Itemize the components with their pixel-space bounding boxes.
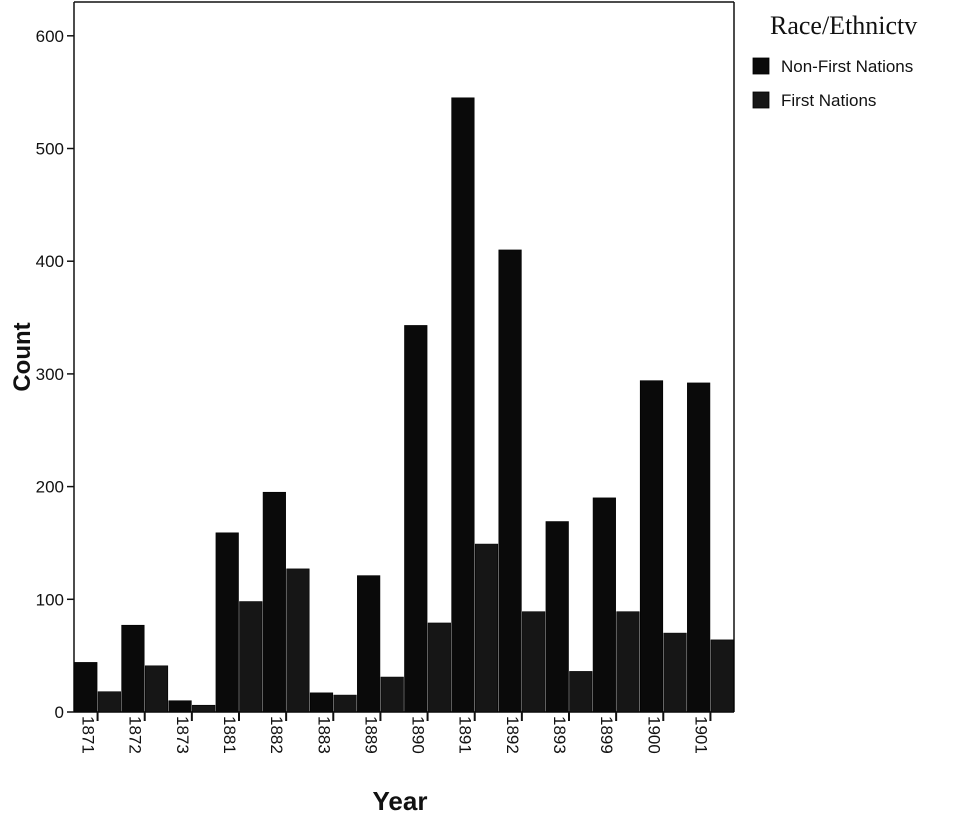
x-tick-label: 1892 — [503, 716, 522, 754]
x-tick-label: 1901 — [691, 716, 710, 754]
bar-first-nations-1881 — [239, 601, 263, 713]
x-tick-label: 1871 — [79, 716, 98, 754]
bar-first-nations-1883 — [333, 694, 357, 713]
bar-non-first-nations-1892 — [498, 249, 522, 713]
x-tick-label: 1890 — [409, 716, 428, 754]
x-tick-label: 1881 — [220, 716, 239, 754]
bar-first-nations-1901 — [710, 639, 734, 713]
y-tick-label: 500 — [36, 140, 64, 159]
x-tick-label: 1882 — [267, 716, 286, 754]
y-tick-label: 200 — [36, 478, 64, 497]
bar-first-nations-1899 — [616, 611, 640, 713]
bar-first-nations-1890 — [427, 622, 451, 713]
legend: Race/Ethnictv Non-First Nations First Nat… — [752, 11, 917, 110]
bar-non-first-nations-1889 — [357, 575, 381, 713]
bar-non-first-nations-1872 — [121, 624, 145, 713]
y-tick-label: 600 — [36, 27, 64, 46]
bar-first-nations-1871 — [97, 691, 121, 713]
legend-items: Non-First Nations First Nations — [752, 57, 913, 110]
bar-non-first-nations-1890 — [404, 325, 428, 713]
x-tick-label: 1899 — [597, 716, 616, 754]
y-tick-label: 300 — [36, 365, 64, 384]
bar-non-first-nations-1901 — [687, 382, 711, 713]
bar-first-nations-1882 — [286, 568, 310, 713]
x-tick-label: 1883 — [314, 716, 333, 754]
x-tick-label: 1893 — [550, 716, 569, 754]
legend-title: Race/Ethnictv — [770, 11, 917, 40]
bar-non-first-nations-1881 — [215, 532, 239, 713]
bar-non-first-nations-1900 — [639, 380, 664, 713]
bar-non-first-nations-1871 — [74, 662, 98, 713]
legend-label-non-first-nations: Non-First Nations — [781, 57, 913, 76]
x-tick-label: 1900 — [644, 716, 663, 754]
bar-non-first-nations-1893 — [545, 521, 569, 713]
bar-first-nations-1891 — [474, 543, 499, 713]
bar-non-first-nations-1873 — [168, 700, 192, 713]
bar-non-first-nations-1891 — [451, 97, 475, 713]
x-tick-label: 1891 — [456, 716, 475, 754]
y-tick-label: 400 — [36, 252, 64, 271]
bar-first-nations-1893 — [569, 671, 593, 713]
bar-first-nations-1889 — [380, 676, 404, 713]
bar-first-nations-1873 — [192, 704, 216, 713]
bar-first-nations-1892 — [522, 611, 546, 713]
x-axis-title: Year — [373, 786, 428, 816]
y-tick-label: 0 — [55, 703, 64, 722]
y-tick-label: 100 — [36, 590, 64, 609]
y-axis-ticks: 0 100 200 300 400 500 600 — [36, 27, 74, 722]
bar-first-nations-1900 — [663, 632, 687, 713]
bar-first-nations-1872 — [144, 665, 169, 713]
bar-non-first-nations-1899 — [592, 497, 616, 713]
bars — [74, 97, 734, 713]
x-tick-label: 1873 — [173, 716, 192, 754]
x-tick-label: 1872 — [126, 716, 145, 754]
x-tick-label: 1889 — [361, 716, 380, 754]
bar-non-first-nations-1882 — [262, 491, 286, 713]
legend-swatch-first-nations — [752, 91, 770, 109]
legend-swatch-non-first-nations — [752, 57, 770, 75]
x-axis-ticks: 1871 1872 1873 1881 1882 1883 1889 1890 1891 1892… — [79, 712, 712, 754]
plot-frame — [73, 1, 735, 713]
bar-non-first-nations-1883 — [309, 692, 334, 713]
y-axis-title: Count — [9, 322, 36, 391]
legend-label-first-nations: First Nations — [781, 91, 876, 110]
